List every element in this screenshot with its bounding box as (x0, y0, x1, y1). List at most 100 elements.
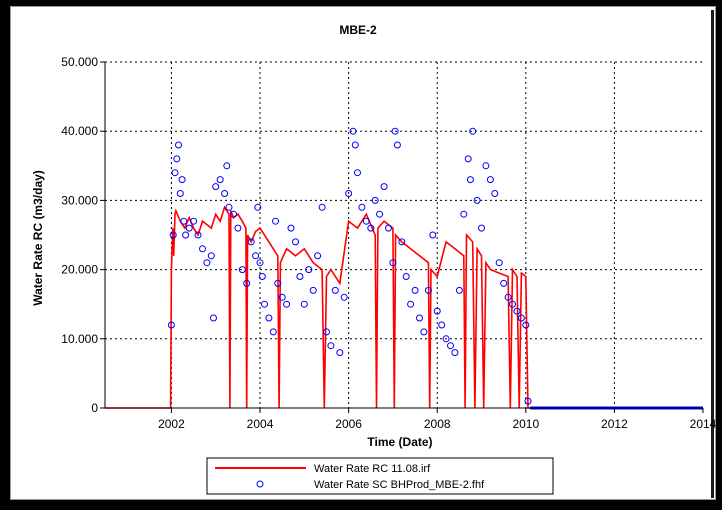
scatter-point-24 (243, 279, 251, 287)
scatter-point-68 (416, 314, 423, 322)
scatter-point-86 (491, 190, 499, 197)
scatter-point-46 (327, 342, 335, 350)
scatter-point-2 (171, 169, 179, 177)
scatter-point-90 (509, 300, 516, 308)
y-tick-label-5: 50.000 (61, 55, 98, 69)
scatter-point-93 (522, 321, 530, 329)
scatter-point-20 (225, 203, 233, 211)
scatter-point-72 (433, 307, 441, 315)
x-tick-label-0: 2002 (158, 417, 185, 431)
y-tick-label-0: 0 (91, 401, 98, 415)
chart-title: MBE-2 (339, 23, 377, 37)
scatter-point-52 (351, 141, 359, 149)
x-tick-label-5: 2012 (601, 417, 628, 431)
scatter-point-1 (169, 231, 177, 239)
scatter-point-84 (482, 162, 490, 170)
scatter-point-3 (173, 155, 181, 163)
scatter-point-55 (362, 217, 370, 225)
scatter-point-21 (230, 210, 237, 218)
scatter-point-54 (358, 203, 366, 211)
y-tick-labels: 0 10.000 20.000 30.000 40.000 50.000 (61, 55, 98, 415)
scatter-point-0 (167, 321, 175, 329)
series-water-rate-sc (167, 127, 703, 410)
scatter-point-28 (256, 259, 264, 267)
x-tick-label-3: 2008 (424, 417, 451, 431)
scatter-point-25 (247, 238, 255, 246)
scatter-point-79 (464, 155, 472, 163)
scatter-point-82 (473, 196, 481, 204)
scatter-point-43 (314, 252, 322, 260)
scatter-point-56 (367, 224, 375, 232)
scatter-point-91 (513, 307, 521, 315)
scatter-point-49 (340, 293, 348, 301)
scatter-point-74 (442, 335, 450, 343)
y-tick-label-4: 40.000 (61, 124, 98, 138)
legend-marker-swatch (256, 480, 264, 488)
series-water-rate-rc (105, 205, 703, 409)
x-tick-labels: 2002 2004 2006 2008 2010 2012 2014 (158, 417, 717, 431)
scatter-point-23 (238, 266, 246, 274)
scatter-point-53 (354, 169, 361, 177)
scatter-point-78 (460, 210, 468, 218)
scatter-point-69 (420, 328, 428, 336)
y-tick-label-2: 20.000 (61, 263, 98, 277)
scatter-point-37 (287, 224, 295, 232)
scatter-point-63 (393, 141, 401, 149)
y-axis-label: Water Rate RC (m3/day) (31, 170, 45, 306)
scatter-point-80 (466, 176, 474, 184)
y-tick-label-1: 10.000 (61, 332, 98, 346)
scatter-point-85 (486, 176, 494, 184)
scatter-point-13 (203, 259, 211, 267)
scatter-point-18 (221, 190, 229, 197)
scatter-point-27 (254, 203, 262, 211)
scatter-point-44 (318, 203, 326, 211)
scatter-point-51 (349, 127, 357, 135)
scatter-point-67 (411, 286, 419, 294)
scatter-point-89 (504, 293, 512, 301)
scatter-point-77 (455, 286, 463, 294)
scatter-point-15 (210, 314, 217, 322)
scatter-point-40 (300, 300, 308, 308)
x-tick-label-2: 2006 (335, 417, 362, 431)
legend-label-sc: Water Rate SC BHProd_MBE-2.fhf (314, 479, 485, 491)
scatter-point-92 (517, 314, 525, 322)
scatter-point-75 (447, 342, 454, 350)
scatter-point-73 (438, 321, 446, 329)
scatter-point-45 (323, 328, 330, 336)
scatter-point-34 (274, 279, 282, 287)
scatter-point-42 (309, 286, 317, 294)
scatter-point-64 (398, 238, 406, 246)
scatter-point-10 (190, 217, 198, 225)
scatter-point-60 (385, 224, 392, 232)
scatter-point-61 (389, 259, 397, 267)
scatter-point-26 (252, 252, 260, 260)
scatter-point-17 (216, 176, 224, 184)
scatter-point-59 (380, 183, 388, 191)
scatter-point-66 (407, 300, 415, 308)
x-axis-label: Time (Date) (367, 435, 432, 449)
chart-frame (10, 6, 716, 500)
window-edge (711, 10, 714, 498)
scatter-point-87 (495, 259, 503, 267)
scatter-point-47 (331, 286, 339, 294)
scatter-point-76 (451, 349, 459, 357)
plot-axes (100, 61, 704, 413)
scatter-point-30 (261, 300, 268, 308)
scatter-point-81 (469, 127, 477, 135)
scatter-point-19 (223, 162, 231, 170)
series-line-path (105, 205, 703, 409)
x-tick-label-1: 2004 (247, 417, 274, 431)
scatter-point-16 (212, 183, 220, 191)
x-tick-label-6: 2014 (690, 417, 717, 431)
scatter-point-94 (524, 397, 532, 405)
scatter-point-88 (500, 279, 508, 287)
legend: Water Rate RC 11.08.irf Water Rate SC BH… (206, 457, 554, 495)
scatter-point-71 (429, 231, 437, 239)
scatter-point-31 (265, 314, 273, 322)
scatter-point-9 (185, 224, 193, 232)
scatter-point-41 (305, 266, 313, 274)
scatter-point-4 (175, 141, 182, 149)
scatter-point-62 (391, 127, 399, 135)
legend-label-rc: Water Rate RC 11.08.irf (314, 463, 431, 475)
